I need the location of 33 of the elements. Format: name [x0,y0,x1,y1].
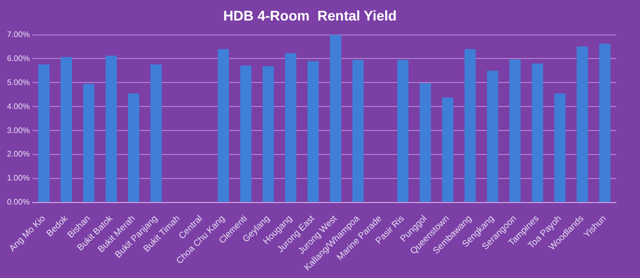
bar [442,98,454,202]
chart-title: HDB 4-Room Rental Yield [223,7,397,24]
bar [128,93,140,202]
y-tick-label: 2.00% [6,150,30,159]
bar [532,64,544,202]
bar [576,46,588,202]
y-tick-label: 1.00% [6,174,30,183]
x-tick-label: Ang Mo Kio [7,213,48,254]
y-tick-label: 4.00% [6,102,30,111]
bar [599,44,610,202]
bar [487,70,498,202]
bar [308,61,319,202]
bar [262,66,274,202]
bar [464,49,476,202]
bar [218,49,229,202]
bar [60,57,72,202]
bar [83,84,94,202]
y-tick-label: 6.00% [6,54,30,63]
bar [106,56,117,202]
bar [330,34,342,202]
y-tick-label: 7.00% [6,30,30,40]
bar [397,60,408,202]
bar [150,64,162,202]
bar [285,53,296,202]
bar [509,59,521,202]
bar [352,60,364,202]
bar [38,64,50,202]
bar [240,65,252,202]
bar [554,93,566,202]
y-tick-label: 5.00% [6,78,30,87]
bar [420,83,431,202]
y-tick-label: 0.00% [6,198,30,207]
y-tick-label: 3.00% [6,126,30,135]
